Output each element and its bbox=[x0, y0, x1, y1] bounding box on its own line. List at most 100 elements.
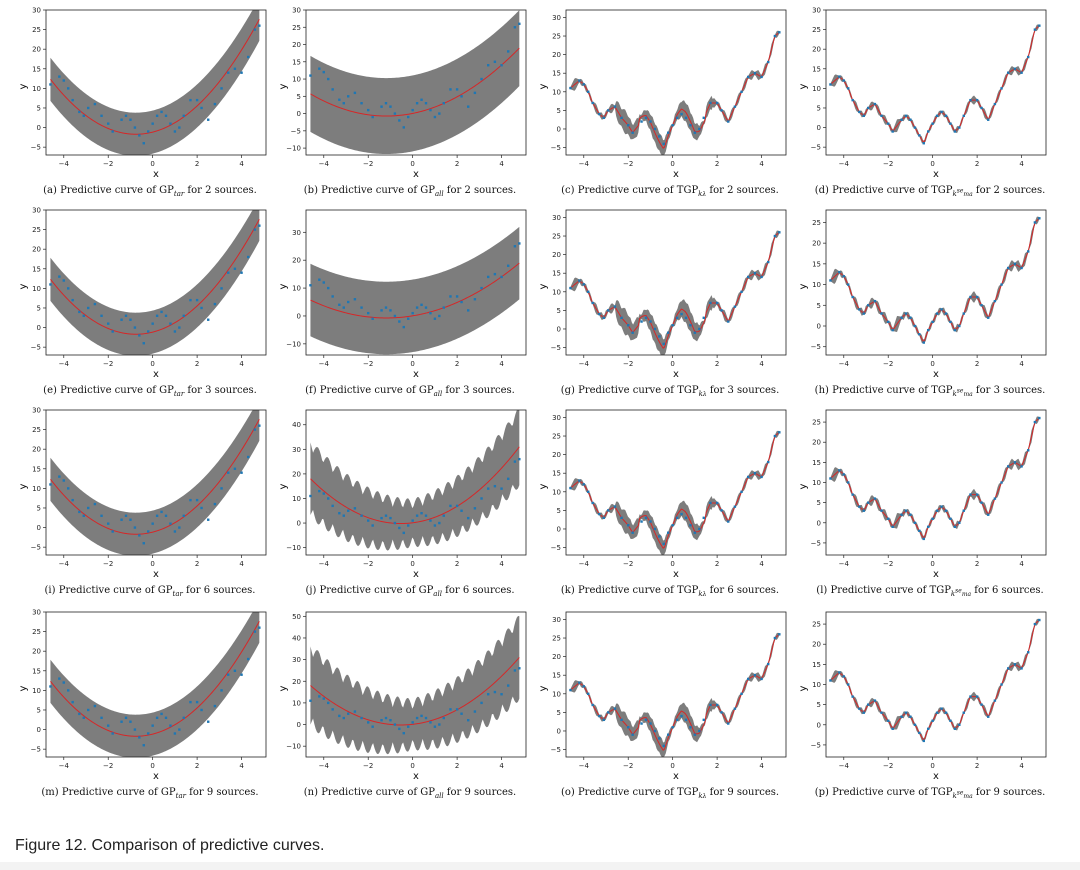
data-point bbox=[693, 331, 697, 334]
data-point bbox=[327, 701, 330, 705]
data-point bbox=[689, 524, 692, 527]
x-tick-label: 4 bbox=[1019, 762, 1024, 770]
data-point bbox=[1027, 55, 1030, 59]
y-tick-label: 30 bbox=[812, 7, 821, 15]
data-point bbox=[402, 126, 405, 129]
data-point bbox=[247, 657, 250, 661]
x-axis-label: x bbox=[413, 369, 419, 380]
data-point bbox=[182, 314, 185, 318]
y-tick-label: 20 bbox=[32, 446, 41, 454]
data-point bbox=[407, 725, 410, 728]
x-tick-label: 0 bbox=[410, 762, 414, 770]
data-point bbox=[87, 506, 90, 510]
data-point bbox=[353, 298, 357, 301]
data-point bbox=[240, 271, 243, 274]
data-point bbox=[124, 114, 128, 118]
data-point bbox=[500, 693, 503, 696]
axes-frame bbox=[305, 409, 527, 556]
y-tick-label: 20 bbox=[812, 240, 821, 248]
data-point bbox=[480, 77, 483, 81]
data-point bbox=[49, 483, 52, 486]
data-point bbox=[591, 703, 594, 707]
subplot-g: −4 −2 0 2 4 −5 0 5 10 15 20 25 30 x y (g) Predictive cu… bbox=[538, 205, 790, 400]
data-point bbox=[1020, 465, 1023, 468]
data-point bbox=[667, 733, 670, 736]
x-tick-label: −4 bbox=[319, 360, 330, 368]
y-tick-label: 15 bbox=[552, 672, 561, 680]
data-point bbox=[598, 312, 601, 316]
data-point bbox=[360, 102, 363, 105]
data-point bbox=[487, 487, 490, 490]
subplot-caption: (f) Predictive curve of GPall for 3 sour… bbox=[305, 385, 515, 398]
data-point bbox=[200, 506, 203, 510]
data-point bbox=[842, 275, 845, 278]
data-point bbox=[993, 102, 997, 106]
data-point bbox=[993, 299, 997, 303]
x-tick-label: −4 bbox=[579, 360, 590, 368]
y-tick-label: 20 bbox=[292, 41, 301, 49]
data-point bbox=[233, 467, 237, 470]
data-point bbox=[455, 708, 459, 711]
data-point bbox=[240, 71, 243, 74]
data-point bbox=[569, 86, 572, 90]
data-point bbox=[455, 504, 459, 508]
mean-line bbox=[830, 25, 1040, 143]
data-point bbox=[747, 677, 750, 681]
y-tick-label: 30 bbox=[552, 616, 561, 624]
data-point bbox=[680, 512, 683, 516]
data-point bbox=[367, 108, 370, 112]
data-point bbox=[887, 122, 890, 125]
data-point bbox=[220, 487, 223, 490]
data-point bbox=[858, 308, 861, 311]
data-point bbox=[420, 303, 423, 307]
data-point bbox=[675, 116, 679, 120]
subplot-l: −4 −2 0 2 4 −5 0 5 10 15 20 25 x y (l) Predictive curv… bbox=[798, 405, 1050, 600]
data-point bbox=[467, 309, 470, 312]
y-tick-label: 30 bbox=[552, 414, 561, 422]
data-point bbox=[233, 669, 237, 672]
x-tick-label: −2 bbox=[103, 560, 113, 568]
data-point bbox=[569, 688, 572, 692]
subplot-caption: (l) Predictive curve of TGPksema for 6 s… bbox=[816, 585, 1044, 598]
y-tick-label: 20 bbox=[292, 678, 301, 686]
data-point bbox=[709, 301, 712, 305]
data-point bbox=[58, 475, 61, 478]
data-point bbox=[662, 542, 665, 546]
x-tick-label: −4 bbox=[579, 160, 590, 168]
data-point bbox=[87, 708, 90, 712]
data-point bbox=[164, 716, 168, 720]
axes-frame bbox=[825, 611, 1047, 758]
data-point bbox=[693, 733, 697, 736]
data-point bbox=[124, 314, 128, 318]
y-tick-label: 15 bbox=[292, 58, 301, 66]
data-point bbox=[120, 318, 123, 321]
data-point bbox=[1013, 262, 1017, 266]
axes-frame bbox=[565, 409, 787, 556]
data-point bbox=[620, 516, 623, 520]
data-point bbox=[500, 487, 503, 490]
data-point bbox=[649, 320, 652, 323]
data-point bbox=[460, 95, 463, 98]
y-tick-label: 15 bbox=[552, 270, 561, 278]
y-tick-label: −5 bbox=[811, 144, 821, 152]
data-point bbox=[613, 505, 617, 508]
data-point bbox=[900, 118, 903, 121]
data-point bbox=[658, 535, 661, 538]
data-point bbox=[129, 318, 132, 321]
data-point bbox=[944, 711, 948, 714]
y-axis-label: y bbox=[278, 83, 289, 89]
mean-line bbox=[310, 262, 520, 319]
confidence-band bbox=[830, 416, 1040, 540]
plot-l: −4 −2 0 2 4 −5 0 5 10 15 20 25 x y bbox=[798, 409, 1047, 580]
y-tick-label: 5 bbox=[817, 499, 821, 507]
data-point bbox=[1038, 416, 1041, 420]
data-point bbox=[487, 693, 490, 696]
data-point bbox=[1020, 266, 1023, 270]
data-point bbox=[880, 711, 883, 714]
y-tick-label: 15 bbox=[812, 260, 821, 268]
data-point bbox=[680, 312, 683, 316]
data-point bbox=[415, 102, 419, 105]
y-tick-label: 20 bbox=[32, 648, 41, 656]
data-point bbox=[178, 126, 181, 129]
data-point bbox=[424, 514, 428, 517]
